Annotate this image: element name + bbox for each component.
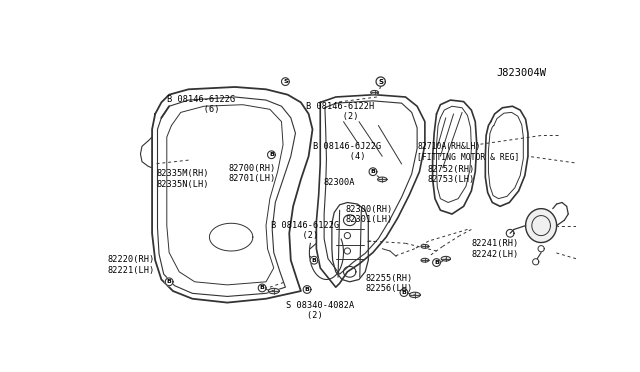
Polygon shape: [421, 244, 429, 248]
Text: S: S: [283, 79, 288, 84]
Polygon shape: [433, 259, 440, 266]
Text: 82241(RH)
82242(LH): 82241(RH) 82242(LH): [472, 240, 519, 259]
Text: B: B: [401, 290, 406, 295]
Polygon shape: [400, 289, 408, 296]
Text: 82300(RH)
82301(LH): 82300(RH) 82301(LH): [346, 205, 392, 224]
Text: B 08146-6J22G
       (4): B 08146-6J22G (4): [313, 142, 381, 161]
Polygon shape: [268, 288, 279, 294]
Polygon shape: [421, 258, 429, 262]
Polygon shape: [441, 256, 451, 261]
Text: 82300A: 82300A: [323, 178, 355, 187]
Polygon shape: [268, 151, 275, 158]
Text: 82220(RH)
82221(LH): 82220(RH) 82221(LH): [108, 255, 154, 275]
Polygon shape: [165, 278, 173, 286]
Text: S 08340-4082A
    (2): S 08340-4082A (2): [286, 301, 354, 320]
Polygon shape: [259, 284, 266, 292]
Text: B: B: [269, 152, 274, 157]
Text: 82752(RH)
82753(LH): 82752(RH) 82753(LH): [428, 165, 474, 185]
Text: B: B: [260, 285, 264, 291]
Text: 82335M(RH)
82335N(LH): 82335M(RH) 82335N(LH): [157, 169, 209, 189]
Text: S: S: [378, 78, 383, 84]
Polygon shape: [303, 286, 311, 294]
Text: J823004W: J823004W: [497, 68, 547, 77]
Text: B: B: [166, 279, 172, 284]
Polygon shape: [376, 77, 385, 86]
Polygon shape: [369, 168, 377, 176]
Polygon shape: [525, 209, 557, 243]
Text: 82710A(RH&LH)
[FITTING MOTOR & REG]: 82710A(RH&LH) [FITTING MOTOR & REG]: [417, 142, 520, 161]
Text: B: B: [305, 287, 310, 292]
Text: B 08146-6122H
       (2): B 08146-6122H (2): [306, 102, 374, 121]
Polygon shape: [371, 90, 378, 94]
Polygon shape: [310, 256, 318, 264]
Text: 82255(RH)
82256(LH): 82255(RH) 82256(LH): [365, 274, 412, 293]
Text: B 08146-6122G
       (6): B 08146-6122G (6): [167, 95, 235, 114]
Text: B: B: [312, 258, 317, 263]
Polygon shape: [282, 78, 289, 86]
Text: B 08146-6122G
      (2): B 08146-6122G (2): [271, 221, 339, 240]
Text: 82700(RH)
82701(LH): 82700(RH) 82701(LH): [229, 164, 276, 183]
Polygon shape: [410, 292, 420, 298]
Polygon shape: [378, 177, 387, 182]
Text: B: B: [371, 169, 376, 174]
Text: B: B: [434, 260, 439, 265]
